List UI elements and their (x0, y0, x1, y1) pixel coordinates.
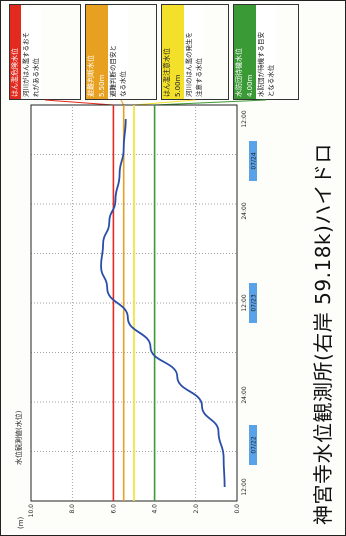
y-tick-label: 0.0 (234, 504, 241, 514)
x-tick-label: 12:00 (241, 478, 248, 495)
series-group (100, 118, 226, 488)
threshold-lines (112, 105, 156, 501)
series-line (100, 118, 226, 488)
x-ticks: 12:00 24:00 12:00 24:00 12:00 07/22 07/23 07/24 (241, 110, 258, 495)
date-label: 07/22 (251, 436, 258, 453)
x-tick-label: 24:00 (241, 202, 248, 219)
y-tick-label: 4.0 (152, 504, 159, 514)
date-label: 07/24 (251, 152, 258, 169)
leader-lines (44, 99, 267, 106)
threshold-leader (133, 99, 196, 106)
date-label: 07/23 (251, 294, 258, 311)
y-ticks: 0.0 2.0 4.0 6.0 8.0 10.0 (28, 504, 241, 518)
threshold-leader (154, 99, 267, 106)
date-bar (249, 425, 257, 465)
y-tick-label: 6.0 (110, 504, 117, 514)
y-tick-label: 2.0 (193, 504, 200, 514)
x-tick-label: 24:00 (241, 386, 248, 403)
x-tick-label: 12:00 (241, 294, 248, 311)
y-tick-label: 10.0 (28, 504, 35, 518)
threshold-leader (44, 99, 114, 106)
x-tick-label: 12:00 (241, 110, 248, 127)
y-axis-label: 水位観測値(水位) (14, 410, 23, 465)
date-bar (249, 283, 257, 323)
threshold-leader (120, 99, 125, 106)
y-tick-label: 8.0 (69, 504, 76, 514)
chart-title: 神宮寺水位観測所(右岸 59.18k)ハイドロ (311, 143, 335, 525)
y-unit-label: (m) (17, 516, 25, 529)
date-bar (249, 141, 257, 181)
